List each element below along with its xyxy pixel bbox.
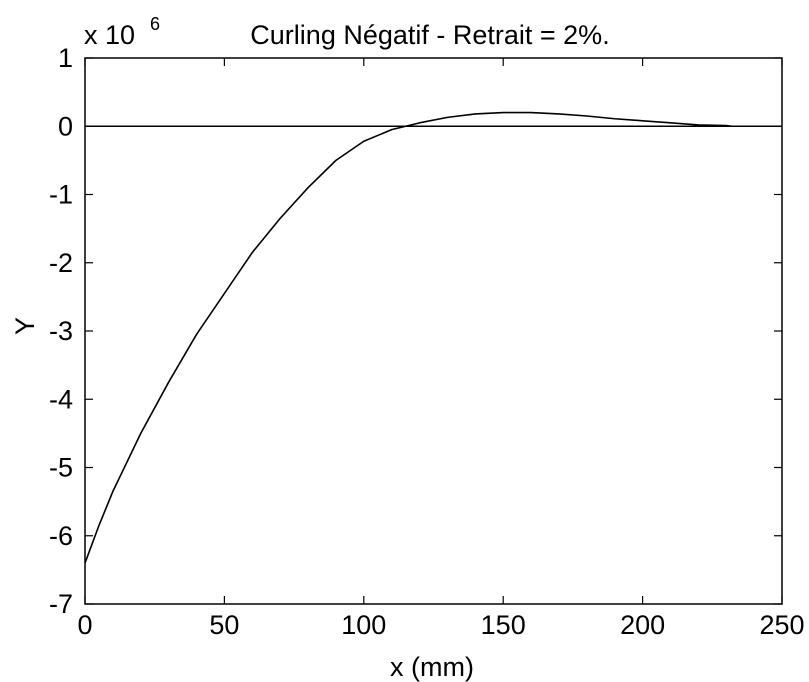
x-tick-label: 150: [481, 610, 526, 640]
plot-area: 0 50 100 150 200 250 1 0 -1 -2 -3 -4 -5 -6 -7: [49, 43, 805, 640]
x-tick-label: 100: [341, 610, 386, 640]
y-ticks: 1 0 -1 -2 -3 -4 -5 -6 -7: [49, 43, 782, 619]
y-tick-label: -1: [49, 180, 73, 210]
y-multiplier-label: x 10: [84, 20, 135, 50]
series-group: [84, 111, 782, 564]
y-tick-label: 1: [58, 43, 73, 73]
y-tick-label: -3: [49, 316, 73, 346]
x-tick-label: 250: [759, 610, 804, 640]
x-tick-label: 200: [620, 610, 665, 640]
x-tick-label: 50: [209, 610, 239, 640]
y-tick-label: -5: [49, 453, 73, 483]
x-axis-label: x (mm): [390, 652, 474, 682]
x-tick-label: 0: [77, 610, 92, 640]
y-tick-label: -6: [49, 521, 73, 551]
y-tick-label: -7: [49, 589, 73, 619]
chart-title: Curling Négatif - Retrait = 2%.: [250, 20, 609, 50]
y-tick-label: -4: [49, 384, 73, 414]
x-ticks: 0 50 100 150 200 250: [77, 58, 805, 640]
y-tick-label: -2: [49, 248, 73, 278]
axes-box: [84, 57, 783, 605]
series-line-curling: [84, 111, 732, 564]
y-multiplier-exponent: 6: [150, 14, 160, 34]
y-axis-label: Y: [10, 317, 40, 335]
y-multiplier: x 10 6: [84, 14, 160, 50]
y-tick-label: 0: [58, 111, 73, 141]
